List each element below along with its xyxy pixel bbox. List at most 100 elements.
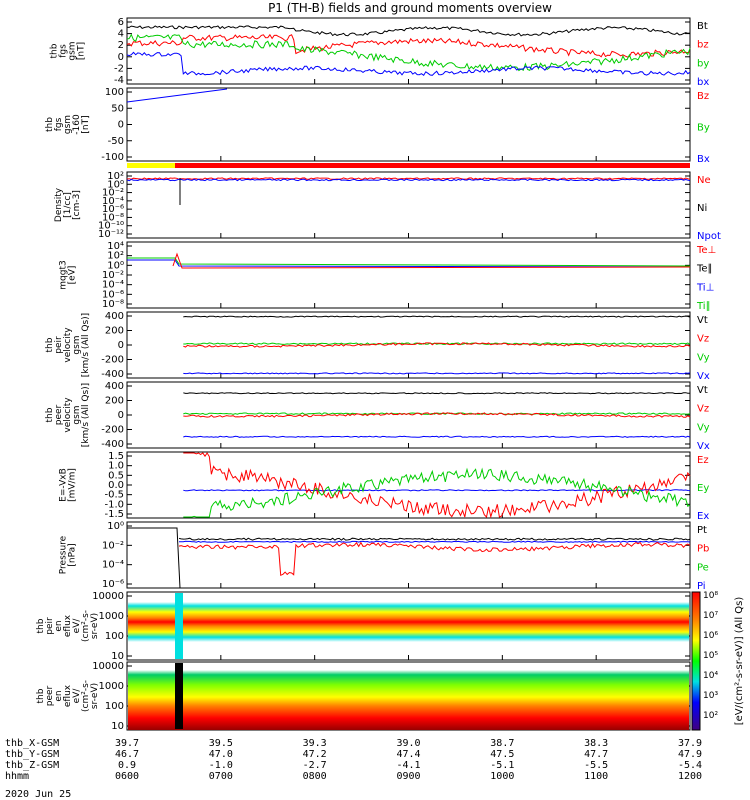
series-Vz — [183, 412, 691, 418]
colorbar-tick-label: 10⁶ — [703, 631, 718, 641]
legend-Bz: Bz — [697, 91, 709, 102]
y-tick-label: 0 — [118, 52, 124, 63]
legend-bx: bx — [697, 77, 709, 88]
y-axis-label: peer — [54, 404, 64, 425]
y-axis-label: eflux — [63, 614, 73, 637]
series-bx — [126, 51, 691, 77]
y-tick-label: 10⁻² — [102, 540, 124, 551]
y-axis-label: [mV/m] — [68, 468, 78, 502]
colorbar-tick-label: 10³ — [703, 691, 718, 701]
y-tick-label: 10⁻⁸ — [102, 212, 124, 223]
y-tick-label: 1.0 — [108, 461, 124, 472]
xaxis-value: -5.1 — [490, 760, 514, 771]
date-label: 2020 Jun 25 — [5, 789, 71, 800]
y-tick-label: -400 — [101, 369, 124, 380]
y-axis-label: fgs — [54, 117, 64, 131]
y-tick-label: 0 — [118, 340, 124, 351]
y-tick-label: 1000 — [99, 681, 124, 692]
y-tick-label: 10⁰ — [107, 521, 124, 532]
y-axis-label: E=-VxB — [59, 468, 69, 502]
legend-Ti⊥: Ti⊥ — [696, 282, 714, 293]
series-Ti-perp — [127, 259, 691, 268]
xaxis-value: 47.0 — [209, 749, 233, 760]
panel-fgs_dsl: 100 50 0 -50 -100 thb fgs gsm -160 [nT] Bz By Bx — [45, 87, 710, 165]
legend-Bx: Bx — [697, 154, 710, 165]
y-tick-label: -100 — [101, 152, 124, 163]
legend-Pt: Pt — [697, 525, 707, 536]
legend-Ti∥: Ti∥ — [696, 301, 711, 312]
series-Bt — [126, 25, 691, 37]
y-axis-label: en — [54, 690, 64, 701]
legend-Vz: Vz — [697, 334, 709, 345]
xaxis-row-label: thb_Y-GSM — [5, 749, 59, 760]
y-tick-label: 2 — [118, 40, 124, 51]
y-tick-label: 10⁻¹⁰ — [98, 221, 124, 232]
y-tick-label: 100 — [105, 631, 124, 642]
panel-pressure: 10⁰ 10⁻² 10⁻⁴ 10⁻⁶ Pressure [nPa] Pt Pb Pe Pi — [59, 521, 710, 592]
legend-Ni: Ni — [697, 203, 707, 214]
panel-ve: 400 200 0 -200 -400 thb peer velocity gsm [km/s (… — [45, 381, 710, 452]
y-axis-label: gsm — [72, 335, 82, 354]
panel-vi: 400 200 0 -200 -400 thb peir velocity gsm [km/s (… — [45, 311, 710, 382]
xaxis-value: -5.5 — [584, 760, 608, 771]
panel-frame — [126, 521, 691, 589]
xaxis-value: 0600 — [115, 771, 139, 782]
y-axis-label: thb — [45, 407, 55, 422]
y-axis-label: [km/s (All Qs)] — [81, 313, 91, 377]
y-axis-label: sr-eV) — [90, 613, 100, 639]
y-tick-label: -0.5 — [104, 490, 124, 501]
y-axis-label: [nT] — [77, 42, 87, 60]
y-axis-label: eflux — [63, 684, 73, 707]
y-axis-label: velocity — [63, 397, 73, 433]
colorbar — [691, 591, 701, 731]
y-tick-label: 10⁻² — [102, 270, 124, 281]
xaxis-value: -1.0 — [209, 760, 233, 771]
y-tick-label: 10⁻⁶ — [102, 579, 124, 590]
y-tick-label: -4 — [114, 75, 124, 86]
xaxis-value: 46.7 — [115, 749, 139, 760]
panel-frame — [126, 241, 691, 309]
series-Vt — [183, 315, 691, 318]
legend-bz: bz — [697, 40, 709, 51]
y-axis-label: Pressure — [59, 535, 69, 574]
y-axis-label: thb — [36, 618, 46, 633]
y-tick-label: 0.5 — [108, 470, 124, 481]
y-axis-label: thb — [50, 43, 60, 58]
y-axis-label: peir — [45, 617, 55, 635]
series-Vx — [183, 372, 691, 375]
series-Vt — [183, 392, 690, 395]
y-tick-label: 200 — [105, 396, 124, 407]
y-tick-label: -1.0 — [104, 499, 124, 510]
y-tick-label: 0 — [118, 120, 124, 131]
legend-Te⊥: Te⊥ — [696, 245, 716, 256]
colorbar-tick-label: 10⁷ — [703, 611, 718, 621]
legend-by: by — [697, 58, 709, 69]
series-bz — [126, 33, 691, 58]
panel-efield: 1.51.00.50.0-0.5-1.0-1.5 E=-VxB [mV/m] Ez Ey… — [59, 451, 710, 522]
y-tick-label: 10⁻¹² — [98, 229, 124, 240]
xaxis-value: 47.9 — [678, 749, 702, 760]
y-axis-label: thb — [36, 688, 46, 703]
xaxis-value: 0.9 — [118, 760, 136, 771]
y-axis-label: (cm²-s- — [81, 680, 91, 712]
xaxis-value: -2.7 — [303, 760, 327, 771]
xaxis-value: 0800 — [303, 771, 327, 782]
legend-Te∥: Te∥ — [696, 264, 713, 275]
legend-Vz: Vz — [697, 404, 709, 415]
y-tick-label: -50 — [108, 136, 124, 147]
y-tick-label: 6 — [118, 17, 124, 28]
y-tick-label: 10000 — [92, 591, 124, 602]
y-tick-label: 10⁻⁴ — [102, 560, 124, 571]
legend-Ne: Ne — [697, 175, 711, 186]
xaxis-value: 0700 — [209, 771, 233, 782]
panel-ele_spec: 10000 1000 100 10 thb peer en eflux eV/(cm²-s-sr… — [36, 661, 691, 732]
xaxis-value: 0900 — [396, 771, 420, 782]
legend-Vx: Vx — [697, 371, 710, 382]
y-tick-label: 10⁰ — [107, 179, 124, 190]
y-axis-label: fgs — [59, 44, 69, 58]
y-tick-label: -400 — [101, 439, 124, 450]
status-bar-yellow — [127, 163, 175, 168]
y-axis-label: mqgt3 — [59, 260, 69, 289]
panel-density: 10²10⁰10⁻²10⁻⁴10⁻⁶10⁻⁸10⁻¹⁰10⁻¹²Density[… — [54, 171, 721, 242]
y-axis-label: [1/cc] — [63, 192, 73, 218]
